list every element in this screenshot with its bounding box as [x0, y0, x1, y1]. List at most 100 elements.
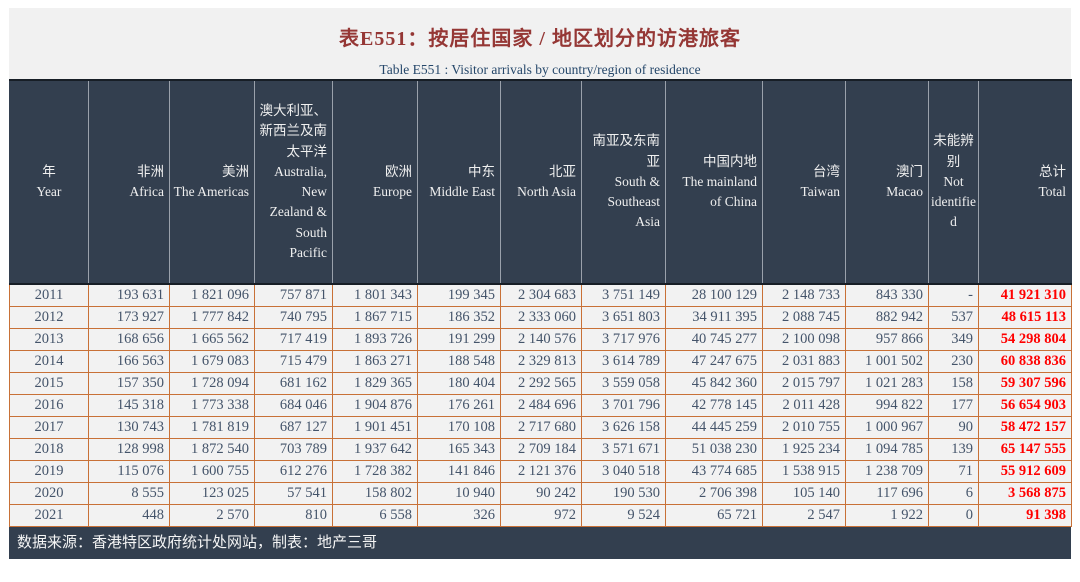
value-cell: 6 — [928, 481, 979, 505]
column-label-zh: 年 — [42, 163, 56, 179]
column-label-en: North Asia — [517, 184, 576, 199]
column-label-zh: 台湾 — [813, 163, 840, 179]
column-header-australia-new-zealand-south-pacific: 澳大利亚、新西兰及南太平洋 Australia, New Zealand & So… — [254, 79, 333, 285]
value-cell: 199 345 — [417, 283, 501, 307]
value-cell: 3 559 058 — [581, 371, 666, 395]
value-cell: 90 242 — [500, 481, 582, 505]
value-cell: 1 728 094 — [169, 371, 255, 395]
column-label-en: Europe — [373, 184, 412, 199]
table-row: 2020 8 555 123 025 57 541 158 802 10 940 90 24… — [9, 481, 1072, 505]
column-header-the-americas: 美洲 The Americas — [169, 79, 255, 285]
column-label-zh: 澳门 — [896, 163, 923, 179]
value-cell: 191 299 — [417, 327, 501, 351]
column-header-macao: 澳门 Macao — [845, 79, 929, 285]
value-cell: 1 901 451 — [332, 415, 418, 439]
value-cell: 176 261 — [417, 393, 501, 417]
value-cell: 1 821 096 — [169, 283, 255, 307]
value-cell: 1 781 819 — [169, 415, 255, 439]
value-cell: 3 717 976 — [581, 327, 666, 351]
value-cell: 326 — [417, 503, 501, 527]
value-cell: 130 743 — [88, 415, 170, 439]
value-cell: 1 925 234 — [762, 437, 846, 461]
value-cell: 715 479 — [254, 349, 333, 373]
value-cell: 28 100 129 — [665, 283, 763, 307]
value-cell: 6 558 — [332, 503, 418, 527]
value-cell: 684 046 — [254, 393, 333, 417]
column-label-en: Middle East — [429, 184, 495, 199]
value-cell: 972 — [500, 503, 582, 527]
total-cell: 60 838 836 — [978, 349, 1072, 373]
column-header-taiwan: 台湾 Taiwan — [762, 79, 846, 285]
table-header: 年 Year 非洲 Africa 美洲 The Americas 澳大利亚、新西兰及南太平洋… — [9, 79, 1072, 285]
value-cell: 47 247 675 — [665, 349, 763, 373]
total-cell: 55 912 609 — [978, 459, 1072, 483]
total-cell: 54 298 804 — [978, 327, 1072, 351]
value-cell: 1 893 726 — [332, 327, 418, 351]
year-cell: 2012 — [9, 305, 89, 329]
value-cell: 2 140 576 — [500, 327, 582, 351]
value-cell: 349 — [928, 327, 979, 351]
year-cell: 2013 — [9, 327, 89, 351]
value-cell: - — [928, 283, 979, 307]
value-cell: 139 — [928, 437, 979, 461]
value-cell: 810 — [254, 503, 333, 527]
column-label-en: Taiwan — [800, 184, 840, 199]
column-label-en: South & Southeast Asia — [607, 173, 661, 230]
value-cell: 128 998 — [88, 437, 170, 461]
value-cell: 9 524 — [581, 503, 666, 527]
value-cell: 757 871 — [254, 283, 333, 307]
value-cell: 2 484 696 — [500, 393, 582, 417]
year-cell: 2018 — [9, 437, 89, 461]
table-row: 2016 145 318 1 773 338 684 046 1 904 876 176 … — [9, 393, 1072, 417]
column-header-south-southeast-asia: 南亚及东南亚 South & Southeast Asia — [581, 79, 666, 285]
column-label-en: Australia, New Zealand & South Pacific — [269, 163, 327, 260]
total-cell: 58 472 157 — [978, 415, 1072, 439]
column-header-europe: 欧洲 Europe — [332, 79, 418, 285]
column-label-zh: 澳大利亚、新西兰及南太平洋 — [259, 103, 328, 159]
value-cell: 117 696 — [845, 481, 929, 505]
value-cell: 51 038 230 — [665, 437, 763, 461]
value-cell: 34 911 395 — [665, 305, 763, 329]
value-cell: 40 745 277 — [665, 327, 763, 351]
value-cell: 3 651 803 — [581, 305, 666, 329]
page-subtitle: Table E551 : Visitor arrivals by country… — [379, 62, 701, 77]
value-cell: 2 292 565 — [500, 371, 582, 395]
year-cell: 2011 — [9, 283, 89, 307]
total-cell: 41 921 310 — [978, 283, 1072, 307]
value-cell: 2 121 376 — [500, 459, 582, 483]
value-cell: 166 563 — [88, 349, 170, 373]
value-cell: 3 701 796 — [581, 393, 666, 417]
value-cell: 2 148 733 — [762, 283, 846, 307]
value-cell: 1 773 338 — [169, 393, 255, 417]
value-cell: 3 571 671 — [581, 437, 666, 461]
value-cell: 740 795 — [254, 305, 333, 329]
value-cell: 1 538 915 — [762, 459, 846, 483]
value-cell: 1 867 715 — [332, 305, 418, 329]
column-header-the-mainland-of-china: 中国内地 The mainland of China — [665, 79, 763, 285]
year-cell: 2016 — [9, 393, 89, 417]
table-row: 2013 168 656 1 665 562 717 419 1 893 726 191 … — [9, 327, 1072, 351]
value-cell: 1 904 876 — [332, 393, 418, 417]
value-cell: 123 025 — [169, 481, 255, 505]
value-cell: 0 — [928, 503, 979, 527]
value-cell: 1 728 382 — [332, 459, 418, 483]
value-cell: 71 — [928, 459, 979, 483]
column-label-en: Macao — [886, 184, 923, 199]
column-label-en: Total — [1038, 184, 1066, 199]
year-cell: 2021 — [9, 503, 89, 527]
value-cell: 1 922 — [845, 503, 929, 527]
visitor-arrivals-table: 年 Year 非洲 Africa 美洲 The Americas 澳大利亚、新西兰及南太平洋… — [9, 79, 1072, 527]
column-header-africa: 非洲 Africa — [88, 79, 170, 285]
value-cell: 180 404 — [417, 371, 501, 395]
value-cell: 105 140 — [762, 481, 846, 505]
column-header-not-identified: 未能辨别 Not identified — [928, 79, 979, 285]
value-cell: 2 031 883 — [762, 349, 846, 373]
title-band: 表E551：按居住国家 / 地区划分的访港旅客 Table E551 : Vis… — [9, 8, 1071, 79]
value-cell: 1 021 283 — [845, 371, 929, 395]
table-row: 2017 130 743 1 781 819 687 127 1 901 451 170 … — [9, 415, 1072, 439]
column-label-zh: 未能辨别 — [933, 133, 974, 169]
value-cell: 2 304 683 — [500, 283, 582, 307]
value-cell: 115 076 — [88, 459, 170, 483]
value-cell: 1 829 365 — [332, 371, 418, 395]
